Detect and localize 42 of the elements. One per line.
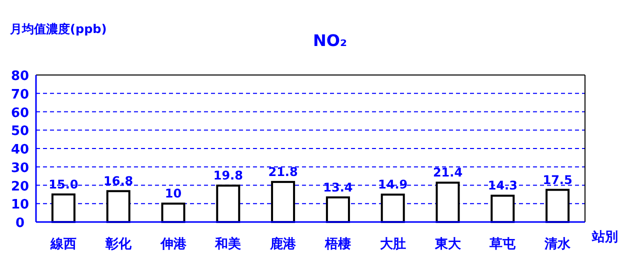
y-tick-label: 0	[15, 216, 25, 231]
data-label: 21.4	[432, 166, 463, 180]
x-axis-title: 站別	[591, 230, 618, 245]
data-label: 16.8	[104, 174, 134, 188]
bar	[490, 194, 515, 223]
data-label: 21.8	[268, 164, 298, 179]
y-tick-label: 80	[10, 69, 30, 84]
bar	[51, 193, 76, 223]
chart-title: NO₂	[313, 31, 347, 50]
y-tick-label: 70	[10, 87, 30, 102]
data-label: 14.9	[378, 178, 408, 192]
bar	[106, 190, 130, 223]
data-label: 15.0	[48, 177, 78, 192]
y-tick-label: 60	[10, 106, 30, 121]
x-tick-label: 彰化	[104, 236, 132, 252]
x-tick-label: 草屯	[488, 237, 517, 252]
bar	[216, 184, 240, 223]
x-tick-label: 線西	[49, 237, 76, 252]
x-tick-label: 鹿港	[269, 236, 298, 252]
data-label: 19.8	[213, 168, 243, 183]
x-tick-label: 東大	[434, 237, 462, 252]
bar	[271, 180, 296, 223]
bar	[326, 196, 350, 223]
data-label: 17.5	[542, 172, 572, 187]
bar	[380, 194, 405, 223]
bar	[436, 182, 460, 223]
x-tick-label: 和美	[214, 236, 242, 252]
x-tick-label: 梧棲	[324, 237, 351, 252]
y-tick-label: 10	[10, 198, 30, 213]
y-axis-title: 月均值濃度(ppb)	[9, 22, 107, 36]
x-tick-label: 清水	[544, 237, 572, 252]
bar	[161, 202, 186, 223]
x-tick-label: 伸港	[159, 237, 188, 252]
x-tick-label: 大肚	[380, 237, 406, 252]
y-tick-label: 30	[10, 160, 30, 176]
data-label: 10	[164, 186, 182, 201]
bar	[546, 188, 570, 223]
data-label: 13.4	[323, 180, 353, 194]
data-label: 14.3	[488, 178, 518, 193]
y-tick-label: 50	[10, 124, 30, 140]
y-tick-label: 20	[10, 179, 30, 194]
y-tick-label: 40	[10, 142, 30, 158]
